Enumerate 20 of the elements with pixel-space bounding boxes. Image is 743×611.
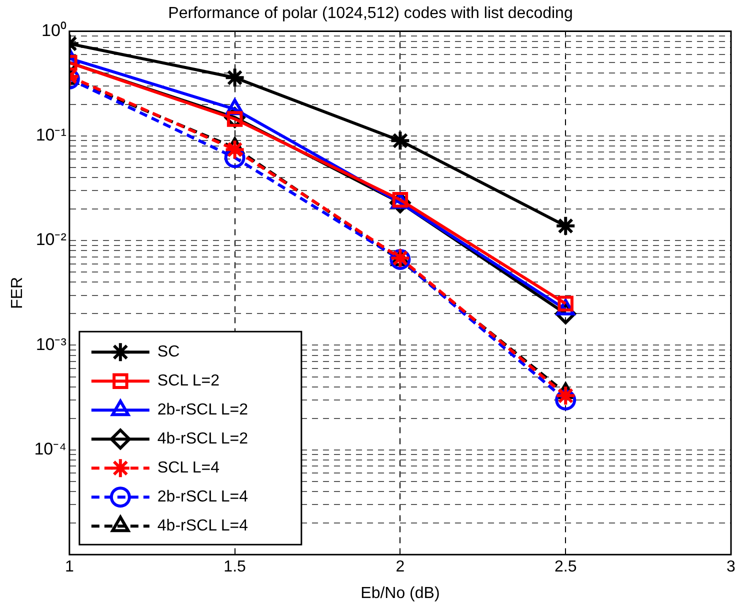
x-tick-label: 3 xyxy=(726,558,736,576)
y-axis-title: FER xyxy=(9,276,26,309)
y-tick-label: 10⁻⁴ xyxy=(34,440,66,459)
legend-label: 2b-rSCL L=2 xyxy=(157,402,248,419)
legend-label: 2b-rSCL L=4 xyxy=(157,488,248,506)
y-tick-label: 10⁰ xyxy=(41,20,66,40)
x-tick-label: 2.5 xyxy=(554,558,577,576)
x-axis-title: Eb/No (dB) xyxy=(360,584,440,602)
y-tick-label: 10⁻² xyxy=(36,230,67,250)
legend-label: SCL L=2 xyxy=(157,372,220,390)
x-tick-label: 1 xyxy=(64,558,74,576)
x-tick-label: 1.5 xyxy=(224,558,246,576)
legend-label: SCL L=4 xyxy=(157,460,220,477)
legend-label: 4b-rSCL L=4 xyxy=(157,518,248,535)
legend-label: 4b-rSCL L=2 xyxy=(157,430,248,448)
y-tick-label: 10⁻³ xyxy=(36,334,67,354)
legend-label: SC xyxy=(157,344,180,361)
x-tick-label: 2 xyxy=(396,558,405,576)
y-tick-label: 10⁻¹ xyxy=(36,126,67,145)
chart-title: Performance of polar (1024,512) codes with list decoding xyxy=(168,5,573,22)
